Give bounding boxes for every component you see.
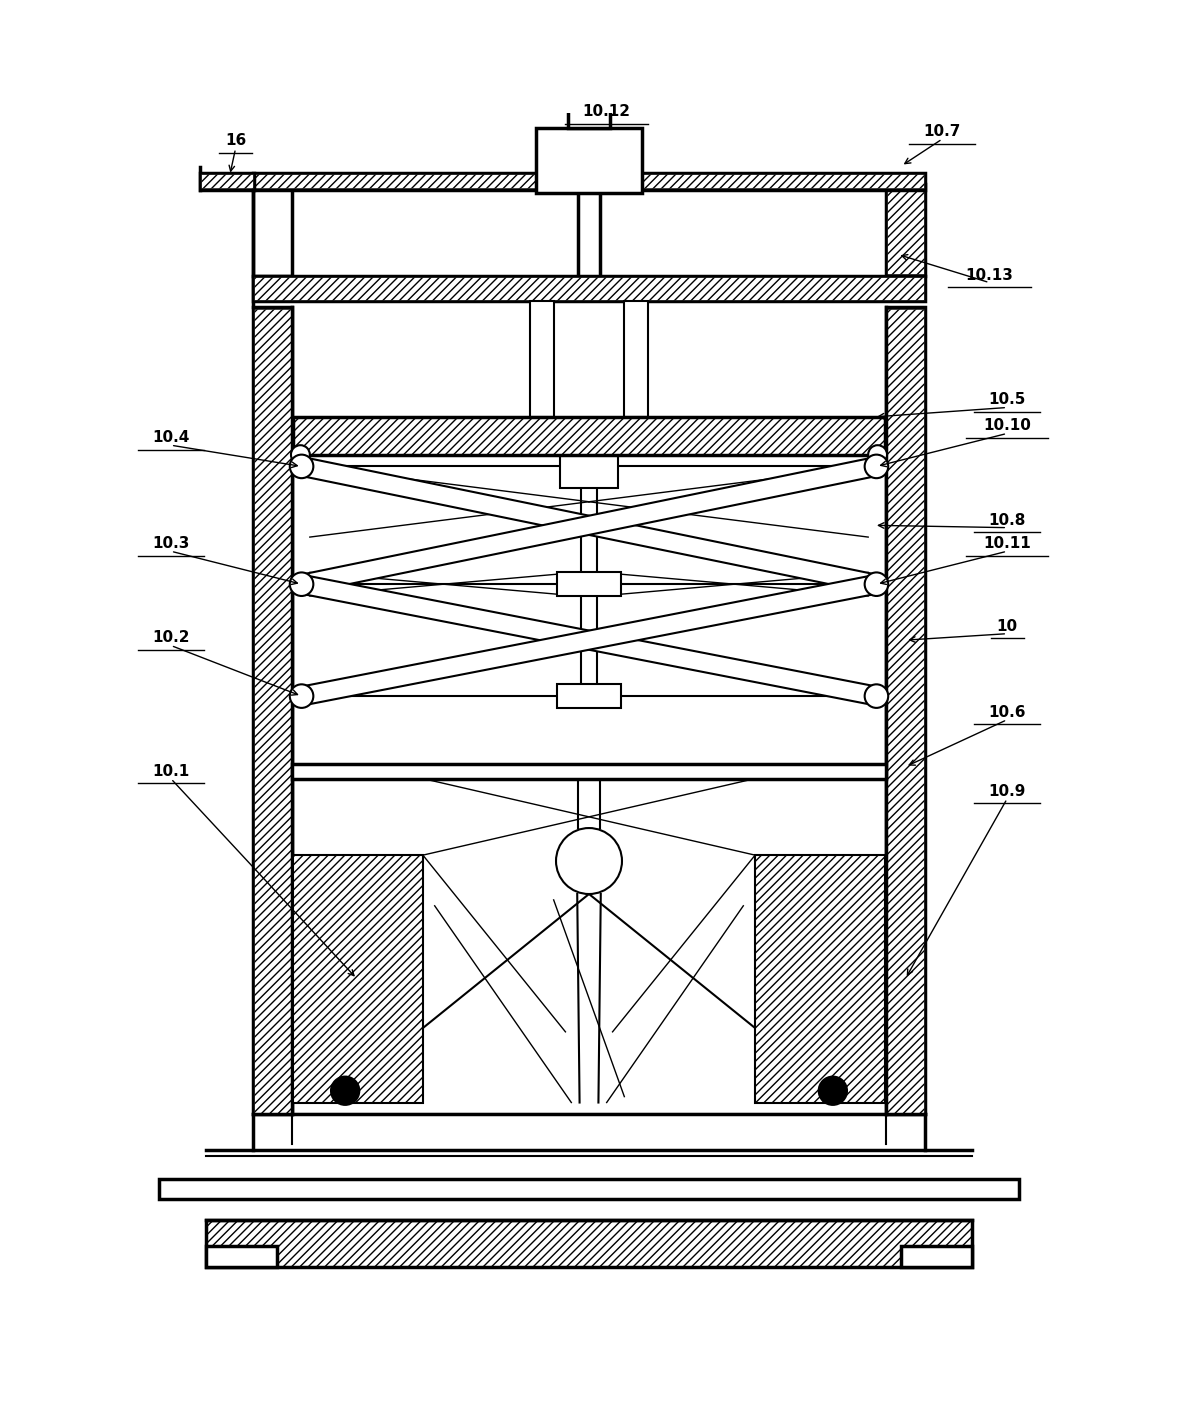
Text: 10.8: 10.8 (988, 512, 1026, 528)
Circle shape (290, 573, 313, 595)
Bar (530, 302, 554, 417)
Text: 10.12: 10.12 (583, 104, 630, 119)
Bar (253, 275, 925, 302)
Bar (201, 174, 253, 188)
Bar (200, 173, 254, 190)
Circle shape (290, 684, 313, 708)
Circle shape (865, 455, 888, 479)
Bar (557, 573, 622, 595)
Bar (206, 1220, 972, 1268)
Bar (536, 128, 642, 194)
Bar (557, 684, 622, 708)
Text: 10.13: 10.13 (966, 268, 1013, 282)
Bar (901, 1247, 972, 1268)
Bar (253, 173, 925, 190)
Bar (887, 185, 924, 274)
Circle shape (331, 1077, 359, 1105)
Polygon shape (299, 458, 879, 594)
Text: 10.6: 10.6 (988, 705, 1026, 720)
Text: 10.4: 10.4 (152, 430, 190, 445)
Text: 16: 16 (225, 133, 246, 149)
Circle shape (819, 1077, 847, 1105)
Polygon shape (299, 458, 879, 594)
Bar (886, 307, 925, 1115)
Circle shape (291, 445, 310, 465)
Bar (206, 1247, 277, 1268)
Bar (253, 184, 292, 275)
Bar (254, 309, 291, 1113)
Text: 10.7: 10.7 (924, 124, 961, 139)
Text: 10.9: 10.9 (988, 783, 1026, 799)
Circle shape (865, 573, 888, 595)
Text: 10: 10 (997, 619, 1018, 633)
Bar (568, 102, 610, 128)
Polygon shape (299, 576, 879, 705)
Bar (887, 309, 924, 1113)
Bar (254, 277, 924, 300)
Circle shape (865, 684, 888, 708)
Text: 10.11: 10.11 (984, 536, 1031, 552)
Bar (886, 184, 925, 275)
Circle shape (290, 455, 313, 479)
Text: 10.1: 10.1 (152, 764, 190, 779)
Bar (755, 855, 885, 1102)
Text: 10.3: 10.3 (152, 536, 190, 552)
Polygon shape (299, 576, 879, 705)
Circle shape (556, 828, 622, 894)
Bar (159, 1179, 1019, 1199)
Text: 10.2: 10.2 (152, 630, 190, 646)
Bar (560, 455, 618, 487)
Bar (293, 417, 885, 455)
Circle shape (868, 445, 887, 465)
Bar (254, 174, 924, 188)
Bar (624, 302, 648, 417)
Text: 10.5: 10.5 (988, 393, 1026, 407)
Text: 10.10: 10.10 (984, 418, 1031, 434)
Bar (293, 855, 423, 1102)
Bar (292, 764, 886, 779)
Bar (253, 307, 292, 1115)
